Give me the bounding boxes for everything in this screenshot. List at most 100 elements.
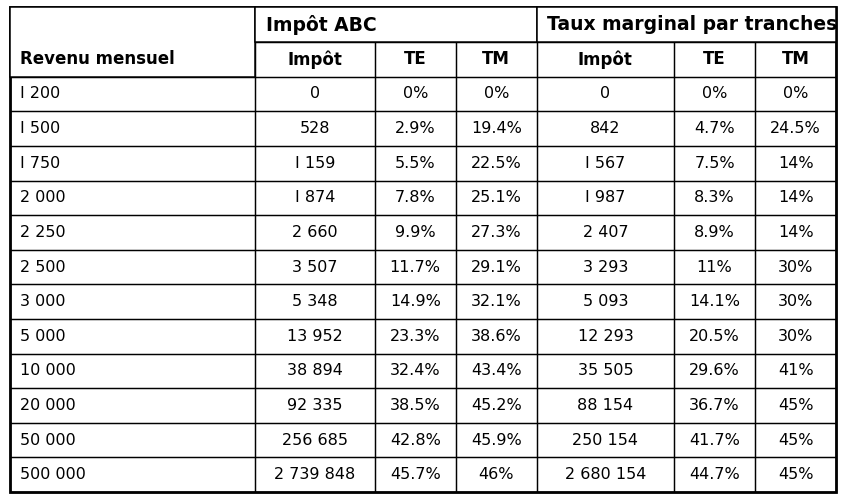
Text: 2 680 154: 2 680 154 [565, 467, 646, 482]
Bar [255, 249, 375, 284]
Bar [10, 353, 255, 388]
Text: TE: TE [703, 50, 726, 69]
Text: 14.1%: 14.1% [689, 294, 740, 309]
Bar [255, 215, 375, 249]
Bar [674, 180, 755, 215]
Bar [10, 423, 255, 457]
Text: I 159: I 159 [295, 156, 335, 170]
Bar [10, 457, 255, 492]
Bar [456, 77, 536, 111]
Bar [674, 423, 755, 457]
Bar [10, 111, 255, 146]
Bar [674, 42, 755, 77]
Text: 20 000: 20 000 [20, 398, 76, 413]
Bar [456, 353, 536, 388]
Bar [674, 7, 755, 42]
Bar [536, 423, 674, 457]
Text: 45.9%: 45.9% [471, 432, 522, 448]
Bar [375, 7, 456, 42]
Bar [10, 215, 255, 249]
Bar [755, 388, 836, 423]
Bar [536, 457, 674, 492]
Bar [375, 77, 456, 111]
Text: 10 000: 10 000 [20, 363, 76, 378]
Bar [255, 7, 375, 42]
Text: 45%: 45% [778, 432, 813, 448]
Text: 3 293: 3 293 [583, 259, 628, 274]
Text: 2.9%: 2.9% [395, 121, 435, 136]
Bar [674, 319, 755, 353]
Text: 0%: 0% [402, 86, 428, 101]
Text: 0: 0 [310, 86, 320, 101]
Text: 12 293: 12 293 [578, 329, 633, 344]
Bar [255, 146, 375, 180]
Text: 27.3%: 27.3% [471, 225, 521, 240]
Bar [536, 7, 836, 42]
Bar [375, 111, 456, 146]
Bar [755, 42, 836, 77]
Bar [755, 319, 836, 353]
Bar [755, 284, 836, 319]
Text: 8.3%: 8.3% [695, 190, 735, 205]
Text: 842: 842 [590, 121, 621, 136]
Text: 11.7%: 11.7% [390, 259, 440, 274]
Text: Taux marginal par tranches: Taux marginal par tranches [546, 15, 837, 34]
Bar [755, 111, 836, 146]
Bar [375, 284, 456, 319]
Text: 5 348: 5 348 [292, 294, 338, 309]
Bar [375, 457, 456, 492]
Bar [456, 284, 536, 319]
Bar [755, 146, 836, 180]
Text: 0%: 0% [702, 86, 727, 101]
Text: I 874: I 874 [295, 190, 335, 205]
Bar [456, 319, 536, 353]
Text: 29.1%: 29.1% [471, 259, 522, 274]
Text: 88 154: 88 154 [578, 398, 633, 413]
Text: TE: TE [404, 50, 427, 69]
Bar [755, 180, 836, 215]
Bar [755, 353, 836, 388]
Text: Impôt ABC: Impôt ABC [265, 15, 376, 35]
Text: 14.9%: 14.9% [390, 294, 440, 309]
Text: TM: TM [482, 50, 510, 69]
Bar [375, 423, 456, 457]
Bar [10, 146, 255, 180]
Text: 41%: 41% [778, 363, 813, 378]
Text: 32.4%: 32.4% [390, 363, 440, 378]
Text: 30%: 30% [778, 294, 813, 309]
Text: 8.9%: 8.9% [694, 225, 735, 240]
Text: 45.7%: 45.7% [390, 467, 440, 482]
Bar [255, 457, 375, 492]
Bar [10, 42, 255, 77]
Bar [536, 77, 674, 111]
Bar [536, 7, 674, 42]
Text: 46%: 46% [478, 467, 514, 482]
Bar [456, 180, 536, 215]
Text: 2 407: 2 407 [583, 225, 628, 240]
Text: Impôt: Impôt [288, 50, 343, 69]
Bar [375, 388, 456, 423]
Bar [674, 249, 755, 284]
Bar [536, 353, 674, 388]
Bar [456, 111, 536, 146]
Text: 0%: 0% [483, 86, 509, 101]
Text: 2 660: 2 660 [292, 225, 338, 240]
Text: 25.1%: 25.1% [471, 190, 522, 205]
Bar [10, 180, 255, 215]
Text: 7.5%: 7.5% [695, 156, 735, 170]
Bar [536, 42, 674, 77]
Bar [255, 42, 375, 77]
Bar [375, 146, 456, 180]
Bar [536, 284, 674, 319]
Bar [674, 215, 755, 249]
Bar [456, 146, 536, 180]
Bar [255, 111, 375, 146]
Text: 3 000: 3 000 [20, 294, 66, 309]
Text: 45%: 45% [778, 398, 813, 413]
Bar [755, 77, 836, 111]
Bar [456, 457, 536, 492]
Bar [456, 42, 536, 77]
Bar [536, 249, 674, 284]
Bar [255, 284, 375, 319]
Text: 20.5%: 20.5% [690, 329, 740, 344]
